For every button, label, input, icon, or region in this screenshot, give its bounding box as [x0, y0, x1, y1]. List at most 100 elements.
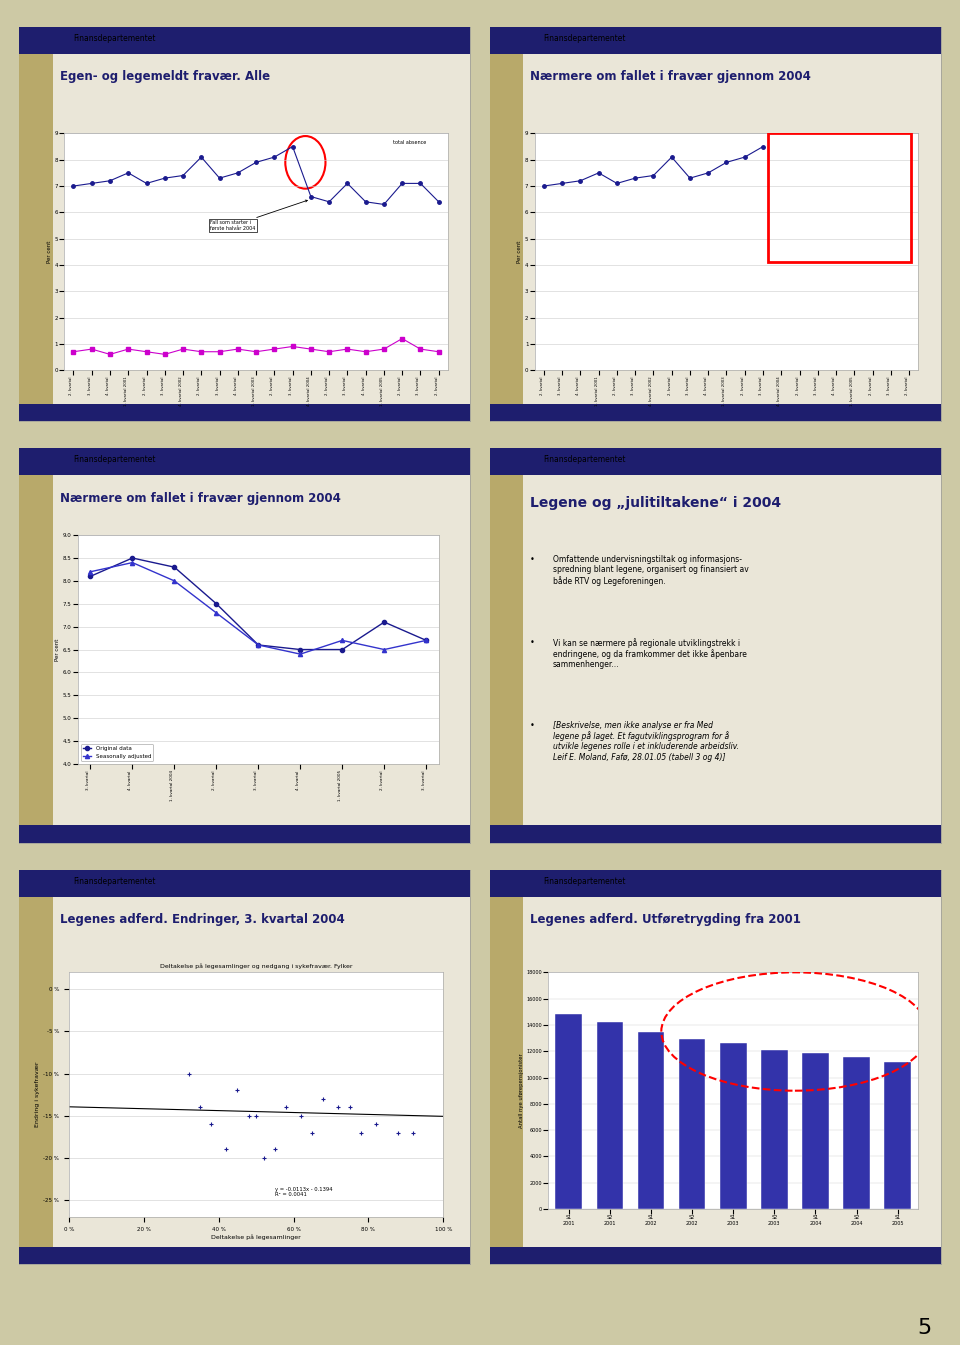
- Bar: [19, 448, 64, 469]
- Point: [267, 1139, 282, 1161]
- Original data: [127, 550, 138, 566]
- Bar: [490, 54, 523, 404]
- Point: [278, 1096, 294, 1118]
- X-axis label: Deltakelse på legesamlinger: Deltakelse på legesamlinger: [211, 1235, 300, 1240]
- Original data: [169, 560, 180, 576]
- Original data: [210, 596, 222, 612]
- Bar: [490, 475, 523, 824]
- Bar: [19, 27, 470, 48]
- Bar: [19, 897, 53, 1247]
- Point: [241, 1106, 256, 1127]
- Point: [249, 1106, 264, 1127]
- Bar: [490, 870, 941, 892]
- Point: [229, 1080, 245, 1102]
- Text: Vi kan se nærmere på regionale utviklingstrekk i
endringene, og da framkommer de: Vi kan se nærmere på regionale utvikling…: [553, 638, 747, 670]
- Original data: [337, 642, 348, 658]
- Original data: [295, 642, 306, 658]
- Seasonally adjusted: [337, 632, 348, 648]
- Text: Finansdepartementet: Finansdepartementet: [543, 877, 626, 886]
- Title: Deltakelse på legesamlinger og nedgang i sykefravær. Fylker: Deltakelse på legesamlinger og nedgang i…: [159, 963, 352, 970]
- Bar: [19, 870, 64, 892]
- Point: [304, 1122, 320, 1143]
- Y-axis label: Per cent: Per cent: [55, 639, 60, 660]
- Bar: [490, 448, 941, 469]
- Text: Fall som starter i
første halvår 2004: Fall som starter i første halvår 2004: [210, 200, 307, 231]
- Seasonally adjusted: [295, 646, 306, 662]
- Text: Legene og „julitiltakene“ i 2004: Legene og „julitiltakene“ i 2004: [530, 496, 781, 510]
- Text: total absence: total absence: [393, 140, 426, 145]
- Text: •: •: [530, 638, 535, 647]
- Text: Omfattende undervisningstiltak og informasjons-
spredning blant legene, organise: Omfattende undervisningstiltak og inform…: [553, 555, 749, 585]
- Text: •: •: [530, 555, 535, 564]
- Bar: [490, 27, 535, 48]
- Text: Legenes adferd. Endringer, 3. kvartal 2004: Legenes adferd. Endringer, 3. kvartal 20…: [60, 913, 345, 927]
- Bar: [19, 48, 470, 54]
- Bar: [490, 897, 523, 1247]
- Bar: [679, 1040, 706, 1209]
- Text: Nærmere om fallet i fravær gjennom 2004: Nærmere om fallet i fravær gjennom 2004: [530, 70, 811, 83]
- Y-axis label: Per cent: Per cent: [47, 241, 52, 264]
- Bar: [19, 27, 64, 48]
- Point: [192, 1096, 207, 1118]
- Legend: Original data, Seasonally adjusted: Original data, Seasonally adjusted: [81, 744, 154, 761]
- Bar: [490, 48, 941, 54]
- Point: [406, 1122, 421, 1143]
- Bar: [490, 824, 941, 843]
- Bar: [19, 870, 470, 892]
- Seasonally adjusted: [420, 632, 432, 648]
- Bar: [19, 54, 53, 404]
- Text: Finansdepartementet: Finansdepartementet: [73, 34, 156, 43]
- Bar: [556, 1014, 582, 1209]
- Seasonally adjusted: [252, 638, 264, 654]
- Point: [316, 1088, 331, 1110]
- Original data: [378, 615, 390, 631]
- Bar: [490, 27, 941, 48]
- Original data: [420, 632, 432, 648]
- Text: Egen- og legemeldt fravær. Alle: Egen- og legemeldt fravær. Alle: [60, 70, 270, 83]
- Bar: [884, 1061, 911, 1209]
- Point: [353, 1122, 369, 1143]
- Original data: [84, 568, 96, 584]
- Text: y = -0.0113x - 0.1394
R² = 0.0041: y = -0.0113x - 0.1394 R² = 0.0041: [275, 1186, 332, 1197]
- Text: Finansdepartementet: Finansdepartementet: [543, 455, 626, 464]
- Bar: [490, 870, 535, 892]
- Seasonally adjusted: [210, 605, 222, 621]
- Point: [256, 1147, 272, 1169]
- Point: [181, 1063, 197, 1084]
- Bar: [19, 469, 470, 475]
- Point: [294, 1106, 309, 1127]
- Point: [342, 1096, 357, 1118]
- Text: Legenes adferd. Utføretrygding fra 2001: Legenes adferd. Utføretrygding fra 2001: [530, 913, 801, 927]
- Text: 5: 5: [917, 1318, 931, 1338]
- Bar: [769, 133, 911, 262]
- Bar: [19, 892, 470, 897]
- Y-axis label: Antall nye uførepensjonister: Antall nye uførepensjonister: [518, 1053, 523, 1128]
- Text: Nærmere om fallet i fravær gjennom 2004: Nærmere om fallet i fravær gjennom 2004: [60, 492, 341, 504]
- Bar: [761, 1050, 788, 1209]
- Bar: [490, 1247, 941, 1264]
- Bar: [803, 1053, 828, 1209]
- Original data: [252, 638, 264, 654]
- Text: Finansdepartementet: Finansdepartementet: [543, 34, 626, 43]
- Seasonally adjusted: [378, 642, 390, 658]
- Point: [331, 1096, 347, 1118]
- Point: [219, 1139, 234, 1161]
- Bar: [19, 824, 470, 843]
- Bar: [19, 475, 53, 824]
- Bar: [19, 1247, 470, 1264]
- Y-axis label: Per cent: Per cent: [517, 241, 522, 264]
- Text: Finansdepartementet: Finansdepartementet: [73, 455, 156, 464]
- Seasonally adjusted: [127, 554, 138, 570]
- Point: [204, 1114, 219, 1135]
- Text: [Beskrivelse, men ikke analyse er fra Med
legene på laget. Et fagutviklingsprogr: [Beskrivelse, men ikke analyse er fra Me…: [553, 721, 739, 761]
- Bar: [843, 1057, 870, 1209]
- Bar: [720, 1044, 747, 1209]
- Line: Seasonally adjusted: Seasonally adjusted: [88, 561, 428, 656]
- Point: [369, 1114, 384, 1135]
- Bar: [19, 448, 470, 469]
- Bar: [490, 469, 941, 475]
- Bar: [490, 404, 941, 421]
- Bar: [19, 404, 470, 421]
- Bar: [596, 1022, 623, 1209]
- Bar: [490, 892, 941, 897]
